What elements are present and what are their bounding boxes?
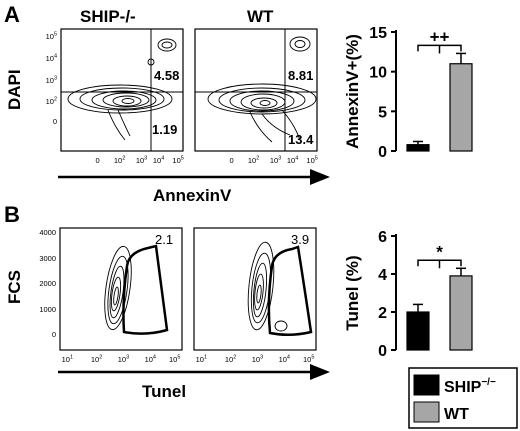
flow-a-ship-ur-value: 4.58: [154, 68, 179, 83]
flow-a-y-label: DAPI: [5, 69, 24, 110]
flow-a-y-tick: 102: [46, 97, 57, 107]
flow-a-x-tick: 105: [306, 156, 317, 166]
flow-a-y-tick: 0: [53, 117, 57, 126]
flow-a-y-tick: 103: [46, 76, 57, 86]
bar-y-tick-label: 5: [378, 104, 387, 121]
flow-a-x-tick: 104: [153, 156, 164, 166]
panel-letter-a: A: [4, 2, 20, 27]
bar-y-label: AnnexinV+(%): [343, 34, 362, 149]
flow-b-x-tick: 105: [303, 355, 314, 365]
bar-y-tick-label: 15: [369, 25, 387, 42]
flow-b-x-tick: 103: [118, 355, 129, 365]
flow-b-x-tick: 102: [225, 355, 236, 365]
flow-b-wt-gate-value: 3.9: [291, 232, 309, 247]
bar-y-tick-label: 6: [378, 229, 387, 246]
panel-letter-b: B: [4, 202, 20, 227]
bar-chart-annexin: AnnexinV+(%) 0 5 10 15 ++: [343, 25, 473, 161]
flow-b-ship-gate-value: 2.1: [155, 232, 173, 247]
flow-a-x-ticks: 0 102 103 104 105 0 102 103 104 105: [96, 156, 318, 166]
flow-a-y-ticks: 105 104 103 102 0: [46, 32, 57, 127]
bar-sig-label: *: [436, 242, 443, 261]
flow-a-y-tick: 104: [46, 54, 57, 64]
legend-swatch-wt: [413, 401, 440, 423]
legend: SHIP−/− WT: [408, 367, 518, 429]
legend-label-ship: SHIP−/−: [444, 377, 496, 396]
legend-label-wt: WT: [444, 406, 469, 423]
bar-1: [449, 275, 473, 351]
flow-b-y-label: FCS: [5, 270, 24, 304]
flow-b-x-tick: 105: [169, 355, 180, 365]
flow-b-x-tick: 101: [196, 355, 207, 365]
flow-b-ship-gate: [122, 244, 169, 335]
flow-b-x-tick: 101: [62, 355, 73, 365]
flow-a-x-tick: 0: [96, 156, 100, 165]
flow-a-title-wt: WT: [247, 7, 274, 26]
bar-0: [406, 144, 430, 152]
flow-a-plot-wt: [194, 28, 318, 152]
flow-a-x-tick: 102: [248, 156, 259, 166]
flow-a-y-tick: 105: [46, 32, 57, 42]
flow-a-x-tick: 103: [270, 156, 281, 166]
flow-b-y-tick: 2000: [39, 279, 56, 288]
bar-y-tick-label: 2: [378, 305, 387, 322]
flow-a-x-label: AnnexinV: [153, 186, 232, 205]
flow-a-x-tick: 102: [114, 156, 125, 166]
bar-y-tick-label: 4: [378, 267, 387, 284]
bar-y-tick-label: 0: [378, 144, 387, 161]
flow-b-x-arrow-head: [310, 364, 330, 380]
bar-chart-tunel: Tunel (%) 0 2 4 6 *: [343, 229, 473, 360]
flow-a-x-tick: 105: [172, 156, 183, 166]
bar-y-tick-label: 0: [378, 343, 387, 360]
flow-b-x-tick: 103: [252, 355, 263, 365]
flow-a-x-tick: 103: [136, 156, 147, 166]
flow-a-wt-ur-value: 8.81: [288, 68, 313, 83]
bar-sig-label: ++: [430, 27, 450, 46]
flow-b-x-tick: 104: [279, 355, 290, 365]
flow-b-y-tick: 3000: [39, 254, 56, 263]
flow-b-y-ticks: 4000 3000 2000 1000 0: [39, 228, 56, 339]
bar-y-tick-label: 10: [369, 65, 387, 82]
flow-a-x-arrow-head: [310, 169, 330, 185]
flow-b-y-tick: 1000: [39, 305, 56, 314]
flow-a-wt-lr-value: 13.4: [288, 132, 314, 147]
flow-b-x-tick: 104: [145, 355, 156, 365]
flow-a-wt-contours: [207, 36, 317, 143]
bar-y-label: Tunel (%): [343, 255, 362, 330]
flow-b-x-ticks: 101 102 103 104 105 101 102 103 104 105: [62, 355, 315, 365]
flow-b-y-tick: 0: [52, 330, 56, 339]
flow-a-x-tick: 104: [287, 156, 298, 166]
flow-a-ship-lr-value: 1.19: [152, 122, 177, 137]
flow-b-x-tick: 102: [91, 355, 102, 365]
flow-b-wt-gate: [267, 245, 313, 336]
flow-a-title-ship: SHIP-/-: [80, 7, 136, 26]
bar-1: [449, 63, 473, 152]
flow-b-x-label: Tunel: [142, 382, 186, 401]
flow-a-x-tick: 0: [230, 156, 234, 165]
bar-0: [406, 311, 430, 351]
legend-swatch-ship: [413, 374, 440, 396]
flow-a-ship-contours: [67, 38, 177, 141]
flow-b-y-tick: 4000: [39, 228, 56, 237]
flow-b-ship-contours: [104, 245, 132, 331]
